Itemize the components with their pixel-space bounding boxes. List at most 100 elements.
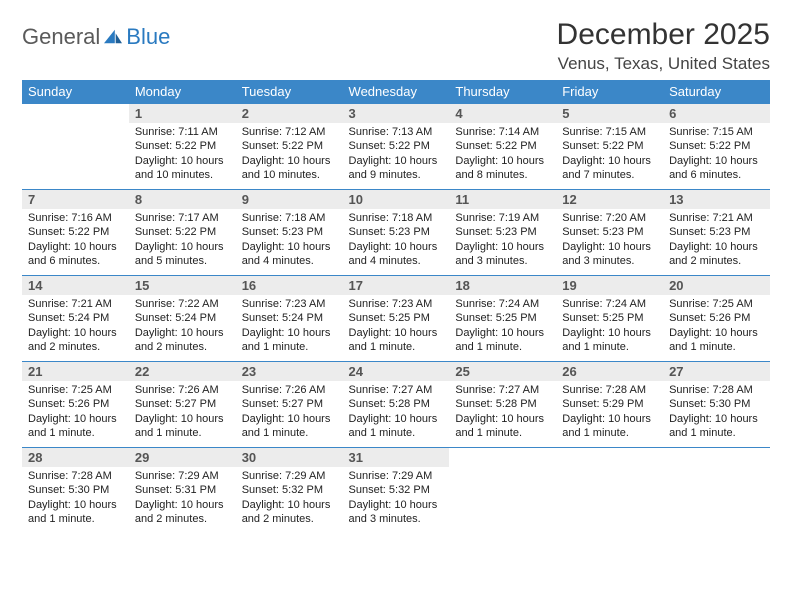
day-number: 14 [22,276,129,295]
calendar-cell: 15Sunrise: 7:22 AMSunset: 5:24 PMDayligh… [129,276,236,362]
day-number: 3 [343,104,450,123]
day-number: 25 [449,362,556,381]
sunrise-text: Sunrise: 7:25 AM [28,383,123,397]
daylight-text: Daylight: 10 hours and 1 minute. [455,412,550,441]
calendar-cell: 19Sunrise: 7:24 AMSunset: 5:25 PMDayligh… [556,276,663,362]
day-number: 16 [236,276,343,295]
sunrise-text: Sunrise: 7:20 AM [562,211,657,225]
day-number: 27 [663,362,770,381]
sunset-text: Sunset: 5:31 PM [135,483,230,497]
calendar-cell: 7Sunrise: 7:16 AMSunset: 5:22 PMDaylight… [22,190,129,276]
calendar-cell: 11Sunrise: 7:19 AMSunset: 5:23 PMDayligh… [449,190,556,276]
day-details: Sunrise: 7:26 AMSunset: 5:27 PMDaylight:… [236,381,343,444]
calendar-cell: 27Sunrise: 7:28 AMSunset: 5:30 PMDayligh… [663,362,770,448]
calendar-cell: 25Sunrise: 7:27 AMSunset: 5:28 PMDayligh… [449,362,556,448]
sunrise-text: Sunrise: 7:24 AM [562,297,657,311]
weekday-header-row: Sunday Monday Tuesday Wednesday Thursday… [22,80,770,104]
day-details: Sunrise: 7:27 AMSunset: 5:28 PMDaylight:… [449,381,556,444]
day-number: 5 [556,104,663,123]
calendar-cell: 13Sunrise: 7:21 AMSunset: 5:23 PMDayligh… [663,190,770,276]
calendar-cell: 4Sunrise: 7:14 AMSunset: 5:22 PMDaylight… [449,104,556,190]
daylight-text: Daylight: 10 hours and 2 minutes. [135,326,230,355]
day-details: Sunrise: 7:25 AMSunset: 5:26 PMDaylight:… [663,295,770,358]
day-number: 20 [663,276,770,295]
calendar-cell: 16Sunrise: 7:23 AMSunset: 5:24 PMDayligh… [236,276,343,362]
day-details: Sunrise: 7:27 AMSunset: 5:28 PMDaylight:… [343,381,450,444]
sunset-text: Sunset: 5:23 PM [242,225,337,239]
day-number: 29 [129,448,236,467]
calendar-cell: 12Sunrise: 7:20 AMSunset: 5:23 PMDayligh… [556,190,663,276]
daylight-text: Daylight: 10 hours and 1 minute. [669,326,764,355]
day-details: Sunrise: 7:24 AMSunset: 5:25 PMDaylight:… [556,295,663,358]
sunset-text: Sunset: 5:23 PM [562,225,657,239]
daylight-text: Daylight: 10 hours and 4 minutes. [242,240,337,269]
day-number: 10 [343,190,450,209]
weekday-header: Tuesday [236,80,343,104]
calendar-row: 7Sunrise: 7:16 AMSunset: 5:22 PMDaylight… [22,190,770,276]
day-details: Sunrise: 7:15 AMSunset: 5:22 PMDaylight:… [556,123,663,186]
day-number: 30 [236,448,343,467]
sunrise-text: Sunrise: 7:27 AM [349,383,444,397]
sunrise-text: Sunrise: 7:28 AM [562,383,657,397]
sunrise-text: Sunrise: 7:29 AM [135,469,230,483]
calendar-cell: 20Sunrise: 7:25 AMSunset: 5:26 PMDayligh… [663,276,770,362]
sunrise-text: Sunrise: 7:26 AM [242,383,337,397]
sunset-text: Sunset: 5:22 PM [28,225,123,239]
calendar-cell [663,448,770,534]
sunset-text: Sunset: 5:22 PM [349,139,444,153]
day-number: 17 [343,276,450,295]
calendar-cell: 31Sunrise: 7:29 AMSunset: 5:32 PMDayligh… [343,448,450,534]
day-details: Sunrise: 7:29 AMSunset: 5:31 PMDaylight:… [129,467,236,530]
calendar-cell: 28Sunrise: 7:28 AMSunset: 5:30 PMDayligh… [22,448,129,534]
sunset-text: Sunset: 5:24 PM [28,311,123,325]
daylight-text: Daylight: 10 hours and 2 minutes. [669,240,764,269]
day-details: Sunrise: 7:28 AMSunset: 5:29 PMDaylight:… [556,381,663,444]
day-number: 1 [129,104,236,123]
calendar-cell: 22Sunrise: 7:26 AMSunset: 5:27 PMDayligh… [129,362,236,448]
daylight-text: Daylight: 10 hours and 1 minute. [349,326,444,355]
day-details: Sunrise: 7:14 AMSunset: 5:22 PMDaylight:… [449,123,556,186]
day-number: 11 [449,190,556,209]
day-number: 8 [129,190,236,209]
sunrise-text: Sunrise: 7:24 AM [455,297,550,311]
day-number: 22 [129,362,236,381]
calendar-cell: 21Sunrise: 7:25 AMSunset: 5:26 PMDayligh… [22,362,129,448]
calendar-row: 14Sunrise: 7:21 AMSunset: 5:24 PMDayligh… [22,276,770,362]
sunset-text: Sunset: 5:22 PM [455,139,550,153]
sunrise-text: Sunrise: 7:19 AM [455,211,550,225]
day-details: Sunrise: 7:17 AMSunset: 5:22 PMDaylight:… [129,209,236,272]
day-number: 28 [22,448,129,467]
weekday-header: Wednesday [343,80,450,104]
daylight-text: Daylight: 10 hours and 8 minutes. [455,154,550,183]
day-details: Sunrise: 7:12 AMSunset: 5:22 PMDaylight:… [236,123,343,186]
day-number [449,448,556,452]
daylight-text: Daylight: 10 hours and 5 minutes. [135,240,230,269]
sunrise-text: Sunrise: 7:21 AM [669,211,764,225]
daylight-text: Daylight: 10 hours and 10 minutes. [242,154,337,183]
calendar-cell: 5Sunrise: 7:15 AMSunset: 5:22 PMDaylight… [556,104,663,190]
day-details: Sunrise: 7:21 AMSunset: 5:24 PMDaylight:… [22,295,129,358]
day-details: Sunrise: 7:23 AMSunset: 5:25 PMDaylight:… [343,295,450,358]
calendar-cell: 24Sunrise: 7:27 AMSunset: 5:28 PMDayligh… [343,362,450,448]
day-number: 4 [449,104,556,123]
calendar-cell: 9Sunrise: 7:18 AMSunset: 5:23 PMDaylight… [236,190,343,276]
daylight-text: Daylight: 10 hours and 1 minute. [669,412,764,441]
sunset-text: Sunset: 5:23 PM [455,225,550,239]
sunrise-text: Sunrise: 7:14 AM [455,125,550,139]
weekday-header: Thursday [449,80,556,104]
sunset-text: Sunset: 5:28 PM [455,397,550,411]
weekday-header: Saturday [663,80,770,104]
weekday-header: Monday [129,80,236,104]
sunset-text: Sunset: 5:29 PM [562,397,657,411]
sunrise-text: Sunrise: 7:17 AM [135,211,230,225]
logo-text-general: General [22,24,100,50]
daylight-text: Daylight: 10 hours and 3 minutes. [349,498,444,527]
daylight-text: Daylight: 10 hours and 1 minute. [242,326,337,355]
daylight-text: Daylight: 10 hours and 1 minute. [28,412,123,441]
calendar-cell [449,448,556,534]
sunrise-text: Sunrise: 7:15 AM [562,125,657,139]
calendar-cell: 8Sunrise: 7:17 AMSunset: 5:22 PMDaylight… [129,190,236,276]
day-details: Sunrise: 7:25 AMSunset: 5:26 PMDaylight:… [22,381,129,444]
sunset-text: Sunset: 5:26 PM [669,311,764,325]
calendar-cell: 10Sunrise: 7:18 AMSunset: 5:23 PMDayligh… [343,190,450,276]
